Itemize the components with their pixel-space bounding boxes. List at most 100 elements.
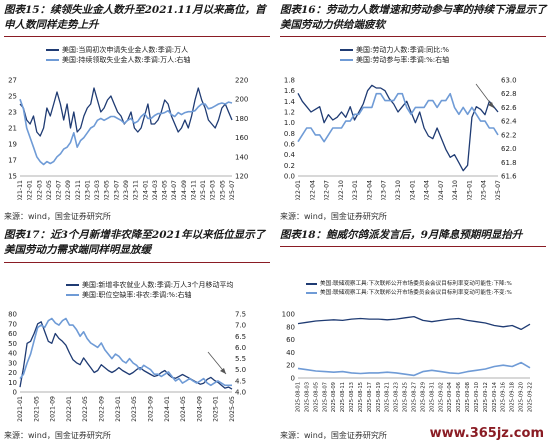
y-right-tick-label: 120 [235, 173, 248, 181]
x-tick-label: 2022-07 [324, 180, 331, 200]
x-tick-label: 2025-09-14 [492, 381, 498, 412]
y-left-tick-label: 1.6 [284, 87, 296, 95]
x-tick-label: 2023-01 [84, 180, 91, 200]
legend-swatch [46, 49, 59, 51]
y-right-tick-label: 62.6 [501, 104, 517, 112]
legend-17: 美国:新增非农就业人数:季调:万人3个月移动平均 美国:职位空缺率:非农:季调:… [66, 280, 234, 300]
x-tick-label: 2022-04 [309, 180, 316, 200]
x-tick-label: 2025-08-27 [412, 382, 418, 412]
x-tick-label: 2025-09-16 [501, 382, 507, 412]
y-left-tick-label: 40 [8, 350, 17, 358]
trend-arrow-head [220, 368, 226, 374]
x-tick-label: 2024-03 [152, 180, 159, 200]
legend-18: 美国:联储观察工具:下次联邦公开市场委员会会议目标利率变动可能性:下降:% 美国… [306, 280, 512, 297]
y-right-tick-label: 180 [235, 115, 248, 123]
x-tick-label: 2023-04 [366, 180, 373, 200]
series-line [297, 315, 531, 331]
x-tick-label: 2021-11 [17, 180, 24, 200]
legend-label: 美国:联储观察工具:下次联邦公开市场委员会会议目标利率变动可能性:下降:% [320, 281, 512, 287]
legend-label: 美国:劳动力人数:季调:同比:% [356, 46, 450, 54]
x-tick-label: 2024-07 [171, 180, 178, 200]
x-tick-label: 2022-10 [338, 180, 345, 200]
x-tick-label: 2025-07 [229, 180, 236, 200]
y-right-tick-label: 62.8 [501, 90, 517, 98]
x-tick-label: 2022-11 [75, 180, 82, 200]
y-left-tick-label: 19 [8, 141, 17, 149]
x-tick-label: 2022-01 [66, 396, 73, 422]
y-right-tick-label: 5.5 [235, 355, 246, 363]
y-right-tick-label: 61.8 [501, 159, 517, 167]
x-tick-label: 2025-08-23 [394, 382, 400, 412]
x-tick-label: 2025-08-29 [420, 382, 426, 412]
y-left-tick-label: 0.2 [284, 162, 295, 170]
x-tick-label: 2022-01 [295, 180, 302, 200]
x-tick-label: 2022-09 [65, 180, 72, 200]
y-right-tick-label: 7.0 [235, 322, 246, 330]
x-tick-label: 2025-08-05 [313, 382, 319, 412]
y-left-tick-label: 30 [8, 359, 17, 367]
x-tick-label: 2025-05 [219, 180, 226, 200]
x-tick-label: 2025-09-08 [465, 382, 471, 412]
chart-title-15: 图表15：续领失业金人数升至2021.11月以来高位，首申人数同样走势上升 [4, 4, 266, 31]
y-right-tick-label: 140 [235, 153, 248, 161]
x-tick-label: 2023-10 [395, 180, 402, 200]
y-right-tick-label: 220 [235, 77, 248, 85]
y-right-tick-label: 5.0 [235, 366, 246, 374]
x-tick-label: 2025-01 [466, 180, 473, 200]
legend-swatch [306, 283, 317, 286]
x-tick-label: 2025-08-01 [296, 382, 302, 412]
y-left-tick-label: 15 [8, 173, 17, 181]
y-left-tick-label: 1.8 [284, 77, 295, 85]
y-right-tick-label: 200 [235, 96, 248, 104]
x-tick-label: 2023-07 [381, 180, 388, 200]
y-right-tick-label: 6.5 [235, 333, 246, 341]
x-tick-label: 2025-04 [481, 180, 488, 200]
x-tick-label: 2022-07 [56, 180, 63, 200]
legend-label: 美国:联储观察工具:下次联邦公开市场委员会会议目标利率变动可能性:不变:% [320, 289, 512, 296]
y-right-tick-label: 63.0 [501, 77, 517, 85]
legend-label: 美国:新增非农就业人数:季调:万人3个月移动平均 [82, 281, 234, 289]
legend-label: 美国:持续领取失业金人数:季调:万人:右轴 [62, 56, 191, 64]
y-left-tick-label: 1.0 [284, 119, 295, 127]
x-tick-label: 2021-05 [33, 396, 40, 422]
y-right-tick-label: 62.0 [501, 145, 517, 153]
y-right-tick-label: 62.2 [501, 131, 517, 139]
x-tick-label: 2024-09 [181, 180, 188, 200]
legend-16: 美国:劳动力人数:季调:同比:% 美国:劳动参与率:季调:%:右轴 [340, 45, 449, 65]
x-tick-label: 2025-08-31 [429, 382, 435, 412]
x-tick-label: 2023-09 [123, 180, 130, 200]
x-tick-label: 2024-01 [409, 180, 416, 200]
y-left-tick-label: 0.8 [284, 130, 295, 138]
x-tick-label: 2023-05 [104, 180, 111, 200]
legend-swatch [66, 294, 79, 296]
y-left-tick-label: 27 [8, 77, 17, 85]
source-15: 来源：wind，国金证券研究所 [4, 212, 111, 221]
y-left-tick-label: 23 [8, 109, 17, 117]
y-left-tick-label: 0 [13, 389, 17, 397]
x-tick-label: 2025-08-03 [304, 382, 310, 412]
y-left-tick-label: 1.2 [284, 109, 295, 117]
legend-swatch [46, 59, 59, 61]
title-rule-15 [4, 36, 270, 37]
x-tick-label: 2025-07 [495, 180, 502, 200]
x-tick-label: 2024-01 [164, 396, 171, 422]
y-left-tick-label: 0 [291, 375, 295, 383]
x-tick-label: 2025-08-15 [358, 382, 364, 412]
y-left-tick-label: 17 [8, 157, 17, 165]
x-tick-label: 2022-01 [27, 180, 34, 200]
title-rule-16 [280, 36, 546, 37]
y-left-tick-label: 0.6 [284, 141, 296, 149]
series-line [297, 84, 499, 172]
legend-swatch [66, 284, 79, 286]
x-tick-label: 2025-09-02 [438, 382, 444, 412]
x-tick-label: 2024-10 [452, 180, 459, 200]
legend-swatch [340, 59, 353, 61]
y-left-tick-label: 10 [8, 379, 17, 387]
series-line [297, 92, 499, 143]
y-left-tick-label: 80 [8, 311, 17, 319]
x-tick-label: 2025-05 [229, 396, 236, 422]
y-left-tick-label: 1.4 [284, 98, 296, 106]
legend-label: 美国:职位空缺率:非农:季调:%:右轴 [82, 291, 192, 299]
source-16: 来源：wind，国金证券研究所 [280, 212, 387, 221]
